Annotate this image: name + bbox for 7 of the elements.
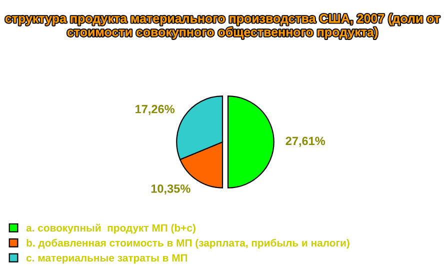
data-label: 10,35% (151, 184, 190, 195)
legend-label: c. материальные затраты в МП (26, 254, 188, 264)
data-label: 17,26% (136, 104, 175, 115)
legend-label: a. совокупный продукт МП (b+c) (26, 224, 196, 234)
legend-label: b. добавленная стоимость в МП (зарплата, прибыль и налоги) (26, 238, 350, 249)
chart-title: структура продукта материального производства США, 2007 (доли от стоимости совокупного общественного продукта) (5, 14, 440, 39)
data-label: 27,61% (286, 136, 326, 147)
